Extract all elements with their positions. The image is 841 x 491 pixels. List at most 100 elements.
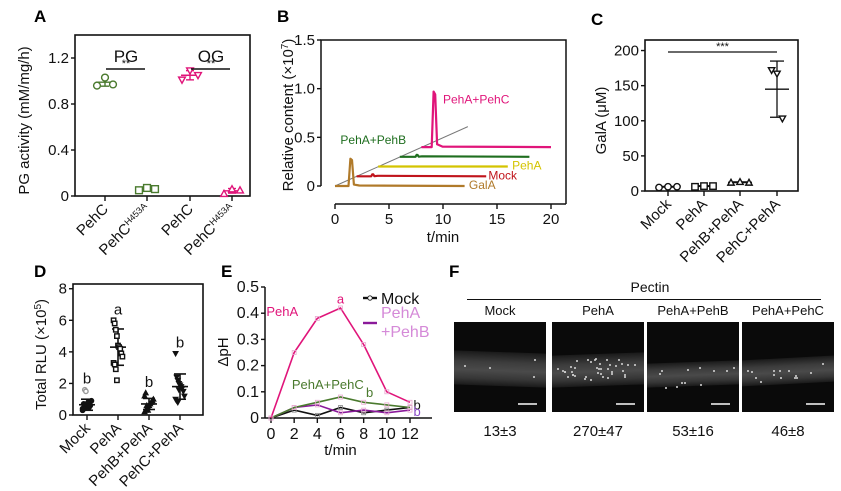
- data-point: [80, 401, 87, 407]
- group-label: PG: [114, 47, 139, 66]
- fluorescent-spot: [573, 367, 576, 370]
- data-point: [113, 333, 120, 339]
- data-point: [79, 405, 86, 412]
- y-axis-title-part: Total RLU (×10: [33, 310, 50, 410]
- data-point: [87, 402, 94, 409]
- fluorescent-spot: [608, 363, 611, 366]
- data-point: [772, 70, 782, 79]
- fluorescent-spot: [589, 361, 592, 364]
- scale-bar: [616, 403, 635, 405]
- data-point: [179, 388, 187, 395]
- chart-a: 0 0.4 0.8 1.2 PG activity (mM/mg/h) PehC PehC H…: [16, 34, 251, 259]
- y-tick-label: 0: [61, 188, 69, 205]
- fluorescent-spot: [623, 374, 626, 377]
- fluorescent-spot: [759, 380, 762, 383]
- data-point: [172, 350, 179, 358]
- panel-label-c: C: [591, 10, 604, 29]
- fluorescent-spot: [620, 362, 623, 365]
- significance-letter: b: [413, 398, 420, 413]
- fluorescent-spot: [822, 362, 825, 365]
- data-point: [700, 182, 708, 190]
- legend-label-mock: Mock: [381, 291, 420, 308]
- y-tick-label: 0.5: [237, 279, 259, 296]
- data-point: [291, 405, 297, 410]
- y-axis-title: ΔpH: [215, 337, 232, 366]
- x-tick-label: PehC: [158, 201, 197, 240]
- data-point: [361, 407, 367, 413]
- data-point: [112, 326, 119, 333]
- fluorescent-spot: [699, 367, 702, 370]
- quantification-value: 46±8: [771, 423, 805, 440]
- series-3: [726, 177, 754, 186]
- series-label: GalA: [469, 178, 496, 192]
- fluorescent-spot: [598, 368, 601, 371]
- trace-peha-pehc: [421, 90, 552, 149]
- y-tick-label: 0: [631, 183, 639, 200]
- series-2: [110, 317, 126, 384]
- x-tick-superscript: H453A: [207, 201, 234, 228]
- chart-a-frame: [74, 34, 251, 197]
- panel-label-a: A: [34, 7, 47, 26]
- significance-letter: a: [337, 291, 345, 306]
- fluorescent-spot: [598, 363, 601, 366]
- x-axis-title: t/min: [427, 229, 460, 246]
- fluorescent-spot: [590, 379, 593, 382]
- x-tick-label: 20: [543, 211, 560, 228]
- y-tick-label: 2: [59, 375, 67, 392]
- series-label: PehA: [512, 159, 541, 173]
- trace-peha-pehb: [399, 153, 530, 158]
- data-point: [314, 399, 320, 405]
- y-tick-label: 0.2: [237, 358, 259, 375]
- fluorescent-spot: [626, 364, 629, 367]
- fluorescent-spot: [576, 360, 579, 363]
- x-tick-label: 5: [385, 211, 393, 228]
- fluorescent-spot: [796, 376, 799, 379]
- data-point: [100, 73, 110, 82]
- panel-label-d: D: [34, 262, 47, 281]
- fluorescent-spot: [617, 359, 620, 362]
- fluorescent-spot: [595, 366, 598, 369]
- x-tick-label: 15: [489, 211, 506, 228]
- fluorescent-spot: [563, 371, 566, 374]
- y-axis-title-part: 5: [33, 304, 44, 310]
- x-tick-label: 10: [378, 426, 396, 443]
- data-point: [314, 316, 320, 321]
- y-tick-label: 1.2: [48, 50, 69, 67]
- significance-letter: b: [413, 404, 420, 419]
- fluorescent-spot: [601, 376, 604, 378]
- fluorescent-spot: [661, 370, 664, 373]
- data-point: [144, 406, 152, 413]
- fluorescent-spot: [572, 373, 575, 376]
- y-axis-title-part: GalA (μM): [593, 87, 610, 155]
- legend-label-peha-pehb-line2: +PehB: [381, 324, 429, 341]
- fluorescent-spot: [725, 369, 728, 372]
- line-mock: [270, 406, 411, 419]
- fluorescent-spot: [755, 377, 758, 380]
- fluorescent-spot: [794, 376, 797, 379]
- y-tick-label: 1.0: [294, 81, 315, 98]
- x-tick-label: 2: [290, 426, 299, 443]
- data-point: [142, 183, 152, 193]
- y-axis-title: Total RLU (×105): [33, 299, 51, 410]
- chart-d-frame: [72, 283, 204, 416]
- y-tick-label: 1.5: [294, 32, 315, 49]
- series-1: [92, 73, 118, 90]
- pectin-header-line: [467, 299, 821, 300]
- fluorescent-spot: [773, 374, 776, 377]
- scale-bar: [806, 403, 825, 405]
- y-axis-title-part: ΔpH: [215, 337, 232, 366]
- data-point: [113, 377, 120, 384]
- quantification-value: 53±16: [672, 423, 714, 440]
- micrograph-image: [454, 322, 546, 412]
- data-point: [291, 350, 297, 355]
- fluorescent-spot: [787, 369, 790, 372]
- data-point: [235, 185, 245, 194]
- fluorescent-spot: [780, 376, 783, 379]
- y-tick-label: 0.4: [48, 142, 69, 159]
- series-label: PehA+PehC: [292, 377, 364, 392]
- scale-bar: [711, 403, 730, 405]
- fluorescent-spot: [593, 359, 596, 362]
